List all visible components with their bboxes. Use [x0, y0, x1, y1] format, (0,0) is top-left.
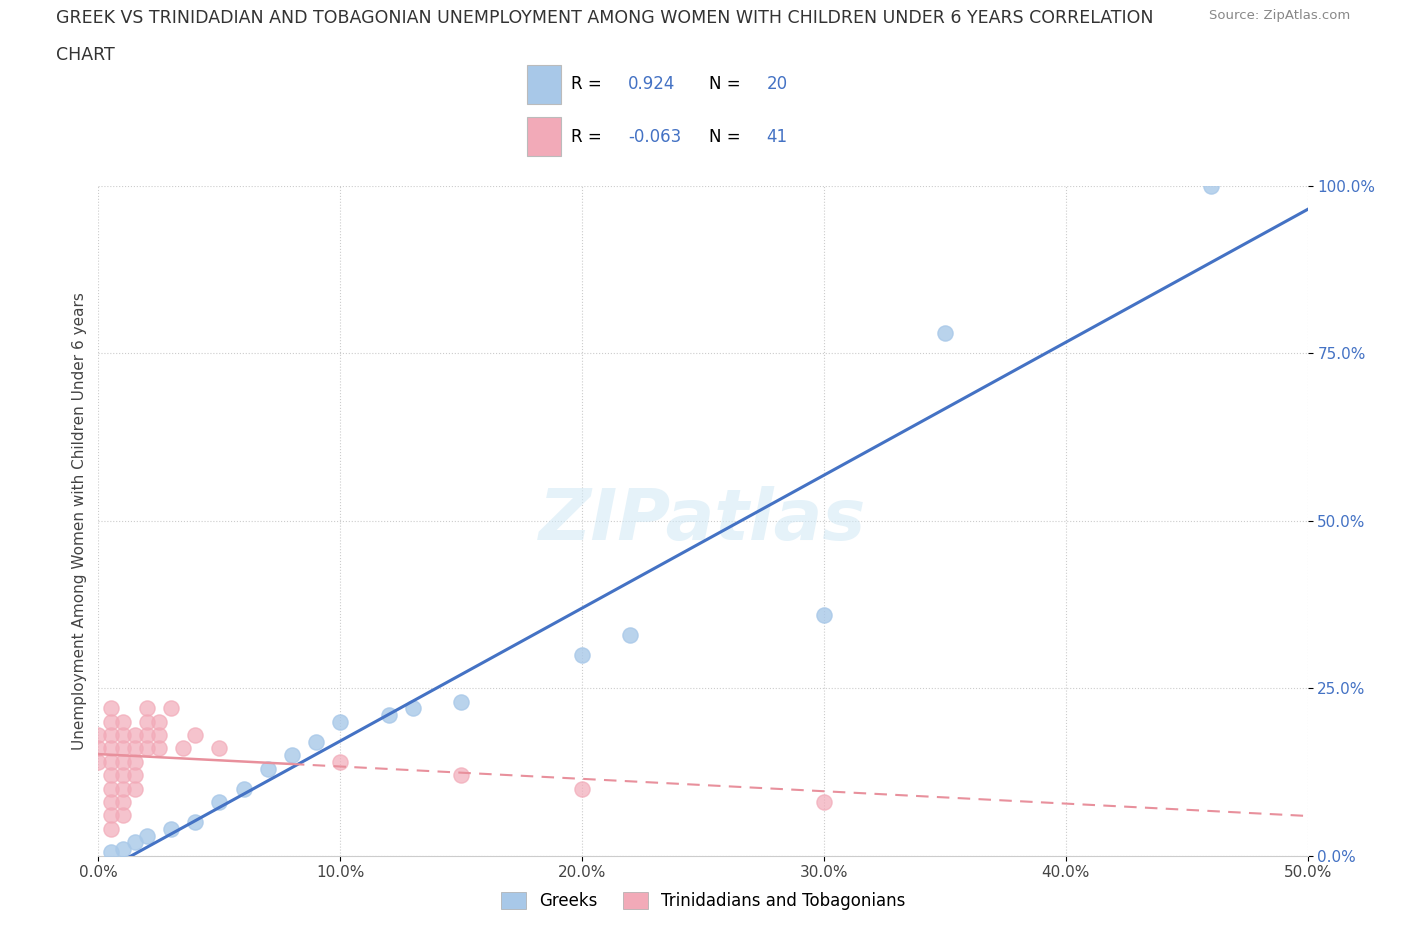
- Point: [124, 768, 146, 783]
- Point: [813, 607, 835, 622]
- Point: [148, 741, 170, 756]
- Point: [100, 701, 122, 716]
- Text: N =: N =: [709, 75, 741, 93]
- Point: [208, 741, 231, 756]
- Text: ZIPatlas: ZIPatlas: [540, 486, 866, 555]
- Point: [813, 794, 835, 809]
- Point: [124, 754, 146, 769]
- Point: [111, 741, 134, 756]
- Point: [135, 741, 157, 756]
- FancyBboxPatch shape: [527, 65, 561, 104]
- Point: [100, 754, 122, 769]
- Text: GREEK VS TRINIDADIAN AND TOBAGONIAN UNEMPLOYMENT AMONG WOMEN WITH CHILDREN UNDER: GREEK VS TRINIDADIAN AND TOBAGONIAN UNEM…: [56, 9, 1154, 27]
- Point: [100, 821, 122, 836]
- Y-axis label: Unemployment Among Women with Children Under 6 years: Unemployment Among Women with Children U…: [72, 292, 87, 750]
- Point: [111, 714, 134, 729]
- Point: [256, 761, 278, 776]
- Point: [124, 781, 146, 796]
- Point: [305, 735, 328, 750]
- Point: [160, 701, 183, 716]
- Point: [87, 741, 110, 756]
- Text: 0.924: 0.924: [628, 75, 675, 93]
- Point: [571, 781, 593, 796]
- Text: R =: R =: [571, 75, 602, 93]
- Point: [450, 768, 472, 783]
- Point: [172, 741, 194, 756]
- Point: [87, 754, 110, 769]
- Point: [100, 844, 122, 859]
- Point: [208, 794, 231, 809]
- Point: [100, 727, 122, 742]
- Point: [329, 754, 352, 769]
- Point: [329, 714, 352, 729]
- Point: [124, 835, 146, 850]
- Point: [111, 727, 134, 742]
- Point: [100, 808, 122, 823]
- Point: [619, 627, 641, 642]
- Point: [160, 821, 183, 836]
- Point: [111, 794, 134, 809]
- Text: N =: N =: [709, 127, 741, 146]
- Point: [148, 727, 170, 742]
- Text: R =: R =: [571, 127, 602, 146]
- Point: [135, 714, 157, 729]
- Point: [450, 694, 472, 709]
- Point: [111, 781, 134, 796]
- Point: [135, 727, 157, 742]
- Point: [184, 727, 207, 742]
- Point: [111, 768, 134, 783]
- Point: [100, 768, 122, 783]
- Point: [232, 781, 254, 796]
- Point: [124, 741, 146, 756]
- Point: [124, 727, 146, 742]
- Point: [100, 714, 122, 729]
- Point: [111, 842, 134, 857]
- Legend: Greeks, Trinidadians and Tobagonians: Greeks, Trinidadians and Tobagonians: [494, 885, 912, 917]
- Text: Source: ZipAtlas.com: Source: ZipAtlas.com: [1209, 9, 1350, 22]
- Point: [100, 794, 122, 809]
- Point: [1199, 179, 1222, 193]
- Point: [402, 701, 425, 716]
- Point: [135, 828, 157, 843]
- Point: [100, 781, 122, 796]
- FancyBboxPatch shape: [527, 117, 561, 156]
- Text: 41: 41: [766, 127, 787, 146]
- Point: [135, 701, 157, 716]
- Point: [148, 714, 170, 729]
- Point: [281, 748, 304, 763]
- Point: [934, 326, 956, 340]
- Text: -0.063: -0.063: [628, 127, 682, 146]
- Point: [184, 815, 207, 830]
- Point: [377, 708, 399, 723]
- Point: [100, 741, 122, 756]
- Point: [111, 808, 134, 823]
- Point: [87, 727, 110, 742]
- Text: 20: 20: [766, 75, 787, 93]
- Point: [571, 647, 593, 662]
- Point: [111, 754, 134, 769]
- Text: CHART: CHART: [56, 46, 115, 64]
